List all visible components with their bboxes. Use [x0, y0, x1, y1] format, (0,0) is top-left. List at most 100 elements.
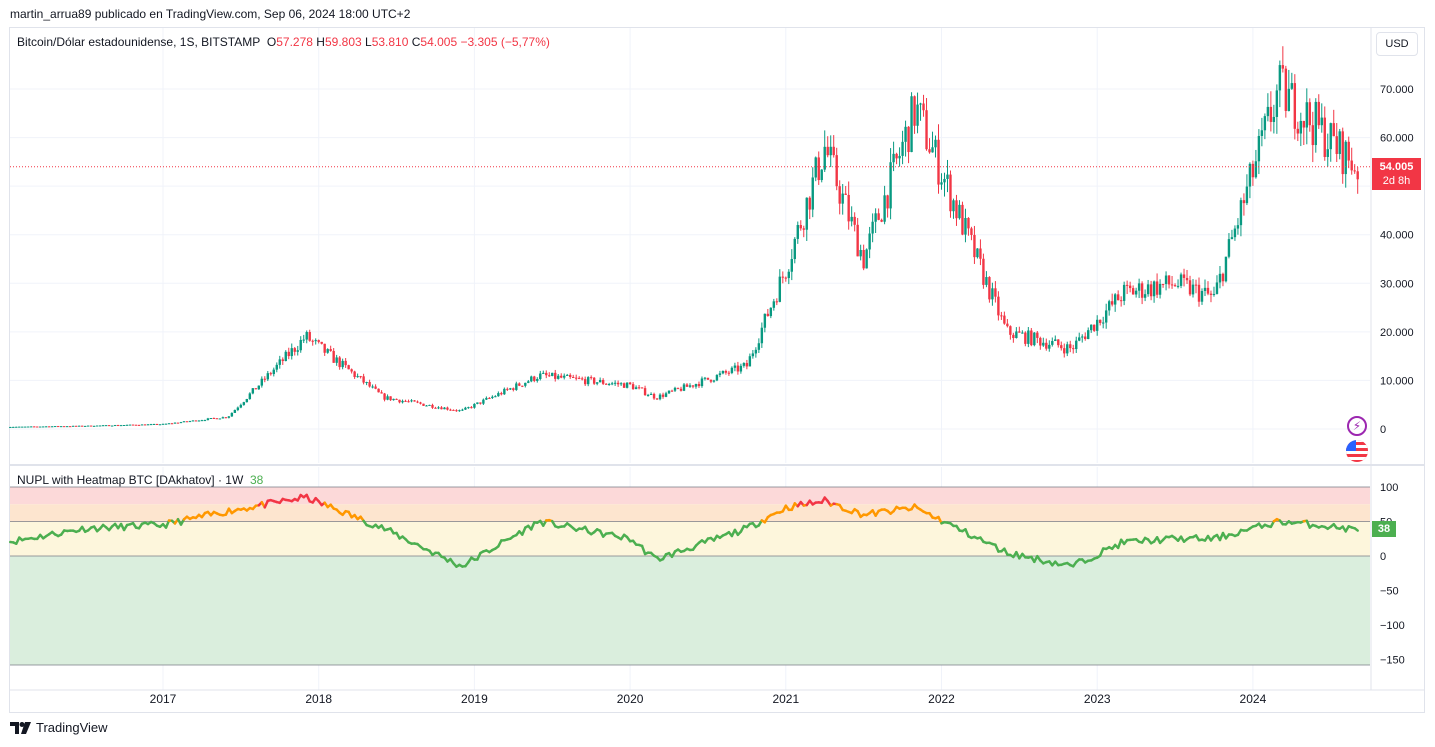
candle-body	[473, 403, 476, 408]
candle-body	[1098, 319, 1102, 323]
candle-body	[862, 249, 865, 269]
candle-body	[1278, 65, 1282, 91]
candle-body	[1266, 106, 1270, 117]
candle-body	[670, 390, 674, 392]
candle-body	[503, 388, 506, 395]
bar-countdown: 2d 8h	[1382, 175, 1411, 187]
candle-body	[27, 426, 30, 428]
candle-body	[1320, 117, 1323, 126]
candle-body	[769, 307, 773, 317]
candle-body	[781, 276, 785, 278]
candle-body	[305, 332, 308, 340]
candle-body	[125, 424, 129, 426]
candle-body	[1113, 294, 1117, 305]
candle-body	[964, 217, 967, 235]
candle-body	[302, 339, 305, 341]
candle-body	[796, 224, 799, 239]
flash-icon[interactable]: ⚡	[1347, 416, 1367, 436]
candle-body	[95, 425, 99, 427]
candle-body	[577, 377, 581, 379]
candle-body	[979, 248, 982, 259]
candle-body	[1012, 334, 1015, 339]
candle-body	[332, 350, 335, 363]
high-label: H	[316, 35, 325, 49]
candle-body	[521, 385, 524, 387]
candle-body	[488, 397, 491, 399]
indicator-tick-label: −100	[1380, 620, 1405, 632]
candle-body	[353, 371, 356, 378]
candle-body	[542, 372, 545, 374]
candle-body	[1347, 141, 1350, 161]
candle-body	[1200, 291, 1204, 302]
price-tick-label: 70.000	[1380, 84, 1414, 96]
last-price-tag: 54.005 2d 8h	[1372, 158, 1421, 190]
candle-body	[386, 396, 389, 400]
candle-body	[575, 377, 578, 379]
candle-body	[12, 426, 15, 428]
candle-body	[1203, 287, 1207, 292]
candle-body	[922, 103, 925, 111]
candle-body	[871, 221, 874, 234]
candle-body	[730, 367, 734, 373]
candle-body	[242, 402, 246, 405]
candle-body	[455, 410, 458, 412]
candle-body	[766, 313, 770, 317]
candle-body	[167, 423, 171, 425]
candle-body	[1158, 283, 1162, 295]
candle-body	[341, 360, 344, 368]
candle-body	[518, 383, 521, 386]
us-flag-icon[interactable]	[1346, 440, 1368, 462]
candle-body	[524, 382, 527, 386]
candle-body	[137, 424, 141, 426]
symbol-legend[interactable]: Bitcoin/Dólar estadounidense, 1S, BITSTA…	[17, 35, 550, 49]
candle-body	[931, 147, 934, 153]
price-tick-label: 40.000	[1380, 230, 1414, 242]
candle-body	[21, 426, 24, 428]
candle-body	[856, 224, 859, 257]
candle-body	[1110, 301, 1114, 305]
candle-body	[1230, 237, 1234, 240]
candle-body	[533, 376, 536, 381]
candle-body	[925, 110, 928, 150]
candle-body	[1323, 117, 1326, 157]
candle-body	[476, 402, 479, 404]
candle-body	[751, 353, 755, 357]
candle-body	[973, 234, 976, 258]
candle-body	[308, 332, 311, 341]
candle-body	[655, 398, 659, 400]
candle-body	[392, 398, 395, 401]
price-tick-label: 60.000	[1380, 133, 1414, 145]
candle-body	[1125, 284, 1129, 286]
tradingview-footer[interactable]: TradingView	[10, 720, 108, 735]
candle-body	[1021, 332, 1024, 334]
candle-body	[772, 301, 776, 308]
candle-body	[530, 376, 533, 382]
candle-body	[1116, 294, 1120, 301]
candle-body	[1188, 280, 1192, 295]
candle-body	[389, 396, 392, 401]
candle-body	[59, 426, 63, 428]
candle-body	[371, 386, 374, 388]
candle-body	[299, 339, 302, 351]
indicator-legend[interactable]: NUPL with Heatmap BTC [DAkhatov] · 1W 38	[17, 473, 263, 487]
candle-body	[1332, 123, 1335, 137]
candle-body	[685, 384, 689, 387]
candle-body	[991, 288, 994, 300]
candle-body	[649, 393, 653, 395]
candle-body	[33, 426, 36, 428]
candle-body	[1063, 348, 1066, 354]
currency-button[interactable]: USD	[1376, 32, 1418, 56]
candle-body	[595, 382, 599, 384]
candle-body	[1179, 274, 1183, 286]
candle-body	[1257, 135, 1261, 162]
candle-body	[1224, 256, 1228, 282]
chart-frame	[9, 27, 1425, 713]
candle-body	[778, 276, 782, 302]
candle-body	[1131, 288, 1135, 295]
candle-body	[1084, 336, 1087, 340]
candle-body	[1248, 163, 1252, 187]
candle-body	[847, 194, 850, 222]
candle-body	[994, 288, 997, 297]
candle-body	[748, 356, 752, 367]
